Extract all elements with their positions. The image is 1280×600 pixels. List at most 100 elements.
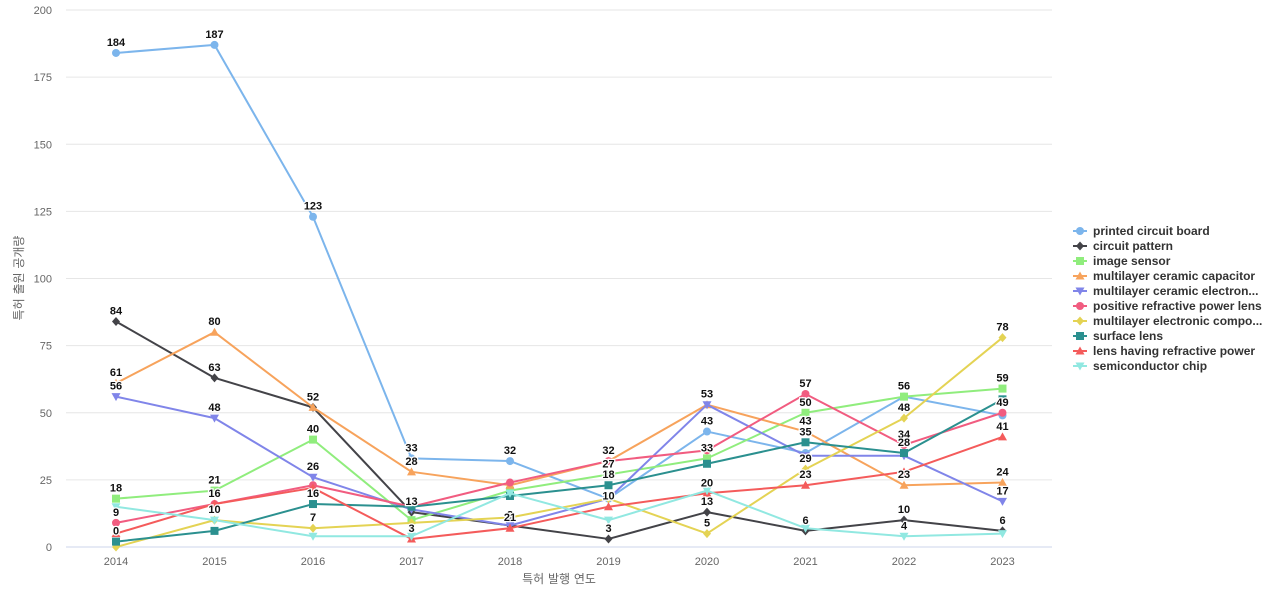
data-label: 33: [405, 442, 417, 454]
data-point: [801, 464, 810, 474]
data-label: 6: [802, 515, 808, 527]
x-tick-label: 2014: [104, 556, 128, 568]
series-multilayer-ceramic-capacitor: [111, 327, 1007, 489]
data-point: [604, 494, 613, 504]
data-point: [998, 408, 1007, 417]
y-tick-label: 175: [34, 72, 52, 84]
data-point: [604, 481, 613, 490]
legend-item-surface-lens[interactable]: surface lens: [1073, 329, 1163, 343]
data-point: [505, 523, 515, 532]
y-tick-label: 100: [34, 274, 52, 286]
data-label: 63: [208, 362, 220, 374]
x-tick-label: 2015: [202, 556, 226, 568]
legend-marker: [1076, 302, 1084, 310]
data-label: 16: [307, 488, 319, 500]
legend-marker: [1075, 362, 1085, 371]
legend-item-printed-circuit-board[interactable]: printed circuit board: [1073, 224, 1210, 238]
data-label: 28: [405, 456, 417, 468]
data-label: 7: [310, 512, 316, 524]
data-point: [210, 526, 219, 535]
data-label: 48: [208, 402, 220, 414]
data-label: 21: [504, 512, 516, 524]
data-point: [308, 473, 318, 482]
series-line: [115, 43, 1003, 500]
legend-label: multilayer electronic compo...: [1093, 314, 1262, 328]
data-point: [801, 408, 810, 417]
data-label: 33: [701, 442, 713, 454]
data-point: [506, 457, 514, 466]
data-label: 78: [996, 322, 1008, 334]
series-line: [115, 392, 1003, 524]
data-label: 43: [701, 416, 713, 428]
data-label: 43: [799, 416, 811, 428]
y-tick-label: 0: [46, 542, 52, 554]
data-label: 9: [113, 507, 119, 519]
series-line: [115, 331, 1003, 487]
data-label: 10: [898, 504, 910, 516]
legend-marker: [1075, 346, 1085, 355]
data-label: 16: [208, 488, 220, 500]
data-point: [210, 373, 219, 383]
series-surface-lens: [112, 395, 1007, 546]
x-tick-label: 2017: [399, 556, 423, 568]
data-label: 18: [602, 469, 614, 481]
data-point: [112, 48, 120, 57]
data-point: [703, 446, 711, 455]
data-point: [308, 483, 318, 492]
data-point: [703, 454, 711, 463]
legend-marker: [1076, 316, 1084, 326]
data-label: 80: [208, 316, 220, 328]
legend-label: multilayer ceramic electron...: [1093, 284, 1258, 298]
series-group: [111, 40, 1007, 552]
data-label: 84: [110, 305, 123, 317]
data-point: [309, 523, 317, 533]
series-lens-having-refractive-power: [111, 432, 1007, 543]
legend-item-circuit-pattern[interactable]: circuit pattern: [1073, 239, 1173, 253]
legend-item-multilayer-ceramic-electron[interactable]: multilayer ceramic electron...: [1073, 284, 1258, 298]
series-line: [115, 435, 1003, 540]
data-point: [703, 529, 711, 539]
legend-item-semiconductor-chip[interactable]: semiconductor chip: [1073, 359, 1207, 373]
data-point: [998, 432, 1007, 441]
data-label: 53: [701, 389, 713, 401]
data-point: [900, 392, 908, 401]
data-point: [309, 212, 317, 221]
legend-marker: [1075, 271, 1085, 280]
data-point: [309, 435, 317, 444]
data-label: 23: [799, 469, 811, 481]
data-label: 6: [999, 515, 1005, 527]
data-point: [308, 402, 318, 411]
data-label: 17: [996, 485, 1008, 497]
legend-label: printed circuit board: [1093, 224, 1210, 238]
legend-item-lens-having-refractive-power[interactable]: lens having refractive power: [1073, 344, 1255, 358]
data-label: 184: [107, 37, 126, 49]
legend-item-positive-refractive-power-lens[interactable]: positive refractive power lens: [1073, 299, 1262, 313]
data-label: 13: [405, 496, 417, 508]
data-point: [900, 413, 908, 423]
x-tick-label: 2023: [990, 556, 1014, 568]
legend-item-image-sensor[interactable]: image sensor: [1073, 254, 1171, 268]
data-point: [210, 327, 219, 336]
data-point: [210, 499, 219, 508]
data-label: 13: [701, 496, 713, 508]
series-image-sensor: [112, 384, 1007, 525]
data-point: [604, 516, 613, 525]
data-label: 50: [799, 397, 811, 409]
data-label: 23: [898, 469, 910, 481]
data-label: 0: [113, 526, 119, 538]
data-point: [112, 537, 120, 546]
data-point: [900, 440, 908, 449]
y-tick-label: 75: [40, 341, 52, 353]
data-point: [702, 487, 712, 496]
legend-label: lens having refractive power: [1093, 344, 1255, 358]
data-point: [407, 502, 416, 511]
series-line: [115, 320, 1003, 540]
legend-item-multilayer-electronic-compo[interactable]: multilayer electronic compo...: [1073, 314, 1262, 328]
data-label: 40: [307, 424, 319, 436]
data-label: 20: [701, 477, 713, 489]
legend-item-multilayer-ceramic-capacitor[interactable]: multilayer ceramic capacitor: [1073, 269, 1255, 283]
data-point: [407, 518, 416, 528]
data-label: 32: [504, 445, 516, 457]
